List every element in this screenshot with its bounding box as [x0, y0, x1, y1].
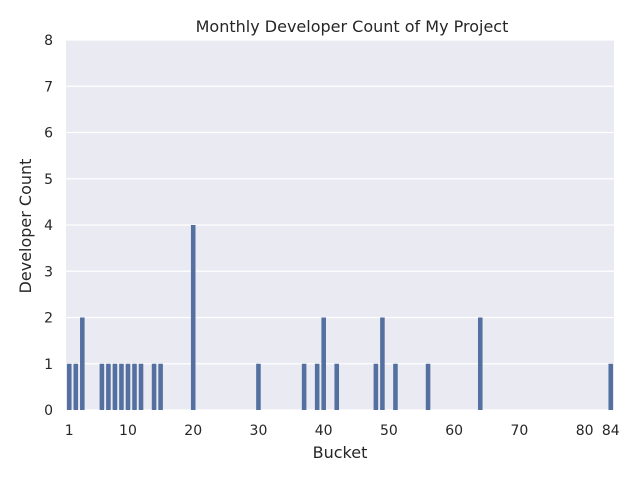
x-tick-label: 1 [65, 423, 74, 439]
y-tick-label: 4 [44, 218, 53, 234]
gridlines [66, 39, 614, 411]
bar [393, 363, 398, 410]
x-tick-label: 60 [445, 423, 463, 439]
y-tick-label: 3 [44, 264, 53, 280]
bar [425, 363, 431, 410]
y-tick-label: 1 [44, 357, 53, 373]
x-tick-label: 10 [119, 423, 137, 439]
bar [106, 363, 111, 410]
bar [301, 363, 307, 410]
x-tick-label: 30 [250, 423, 268, 439]
bar [380, 317, 385, 410]
y-tick-label: 2 [44, 311, 53, 327]
bar [138, 363, 144, 410]
bar [66, 363, 72, 410]
bar [373, 363, 379, 410]
y-axis-title: Developer Count [16, 159, 35, 294]
bar [321, 317, 326, 410]
x-tick-label: 70 [510, 423, 528, 439]
x-axis-title: Bucket [313, 443, 368, 462]
bar [158, 363, 163, 410]
bar [608, 363, 614, 410]
bar [132, 363, 137, 410]
y-tick-label: 5 [44, 172, 53, 188]
bar [80, 317, 85, 410]
y-tick-label: 6 [44, 126, 53, 142]
x-tick-label: 80 [576, 423, 594, 439]
bar [190, 225, 196, 410]
bar [334, 363, 340, 410]
bar [112, 363, 118, 410]
y-axis-ticks: 0 1 2 3 4 5 6 7 8 [44, 33, 53, 419]
bar [151, 363, 157, 410]
x-tick-label: 40 [315, 423, 333, 439]
chart-title: Monthly Developer Count of My Project [196, 17, 509, 36]
bar [99, 363, 105, 410]
x-tick-label: 50 [380, 423, 398, 439]
bars [66, 225, 614, 410]
y-tick-label: 7 [44, 79, 53, 95]
y-tick-label: 8 [44, 33, 53, 49]
bar [119, 363, 124, 410]
bar [125, 363, 131, 410]
bar [314, 363, 320, 410]
x-axis-ticks: 1 10 20 30 40 50 60 70 80 84 [65, 423, 620, 439]
x-tick-label: 84 [602, 423, 620, 439]
y-tick-label: 0 [44, 403, 53, 419]
bar [256, 363, 261, 410]
bar [73, 363, 79, 410]
x-tick-label: 20 [184, 423, 202, 439]
bar [477, 317, 483, 410]
